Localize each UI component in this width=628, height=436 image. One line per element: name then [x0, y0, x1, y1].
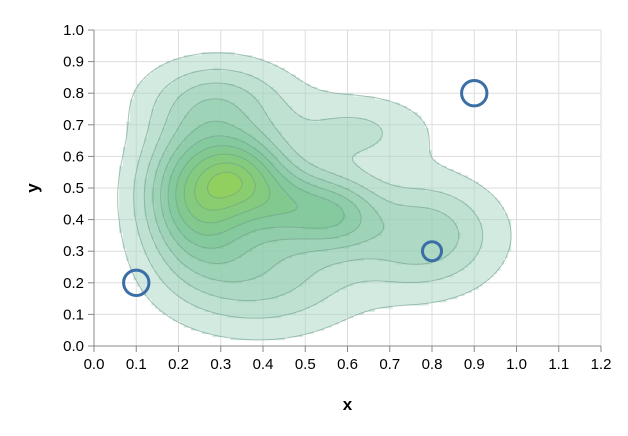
- y-tick-label: 0.4: [63, 212, 84, 229]
- y-tick-label: 0.9: [63, 54, 84, 71]
- contour-band-fill: [144, 83, 461, 303]
- x-tick-label: 0.2: [168, 356, 189, 373]
- x-tick-label: 1.2: [591, 356, 612, 373]
- contour-band: [143, 82, 461, 303]
- axes: 0.0 0.1 0.2 0.3 0.4 0.5 0.6 0.7 0.8 0.9 1.0 1.1 1.2 0…: [63, 22, 611, 373]
- contour-band-fill: [162, 121, 361, 265]
- y-tick-label: 0.6: [63, 148, 84, 165]
- y-tick-label: 0.8: [63, 85, 84, 102]
- y-tick-label: 0.0: [63, 338, 84, 355]
- contour-band: [207, 171, 243, 199]
- circle-markers: [122, 79, 489, 297]
- contour-line: [175, 145, 299, 236]
- contour-line: [152, 98, 385, 283]
- contour-line: [207, 171, 243, 199]
- x-tick-label: 0.6: [337, 356, 358, 373]
- x-tick-label: 1.0: [506, 356, 527, 373]
- contour-line: [133, 68, 484, 319]
- y-tick-label: 0.3: [63, 243, 84, 260]
- contour-band: [194, 162, 257, 211]
- contour-line: [117, 52, 512, 341]
- x-axis-title: x: [343, 395, 353, 414]
- y-tick-label: 0.1: [63, 306, 84, 323]
- x-tick-label: 0.3: [210, 356, 231, 373]
- contour-line: [143, 82, 460, 302]
- contour-band-fill: [119, 52, 512, 341]
- x-tick-label: 0.4: [253, 356, 274, 373]
- contour-line: [183, 153, 271, 224]
- x-tick-label: 0.1: [126, 356, 147, 373]
- x-tick-label: 0.8: [422, 356, 443, 373]
- y-tick-label: 1.0: [63, 22, 84, 39]
- x-tick-label: 0.9: [464, 356, 485, 373]
- y-tick-label: 0.7: [63, 117, 84, 134]
- contour-layer: [117, 52, 512, 341]
- contour-line: [160, 120, 362, 264]
- x-tick-label: 0.7: [379, 356, 400, 373]
- contour-line: [194, 162, 256, 211]
- x-tick-label: 1.1: [548, 356, 569, 373]
- circle-marker: [460, 79, 489, 108]
- contour-band: [151, 98, 386, 284]
- contour-band: [160, 120, 362, 265]
- y-tick-label: 0.5: [63, 180, 84, 197]
- contour-line: [167, 135, 345, 249]
- y-tick-label: 0.2: [63, 275, 84, 292]
- y-axis-title: y: [23, 183, 42, 193]
- contour-band-fill: [208, 172, 242, 199]
- circle-marker: [420, 240, 444, 263]
- x-tick-label: 0.0: [84, 356, 105, 373]
- contour-band-fill: [151, 99, 386, 284]
- contour-band-fill: [194, 162, 257, 211]
- circle-marker: [122, 268, 151, 297]
- contour-band: [117, 52, 512, 341]
- x-tick-label: 0.5: [295, 356, 316, 373]
